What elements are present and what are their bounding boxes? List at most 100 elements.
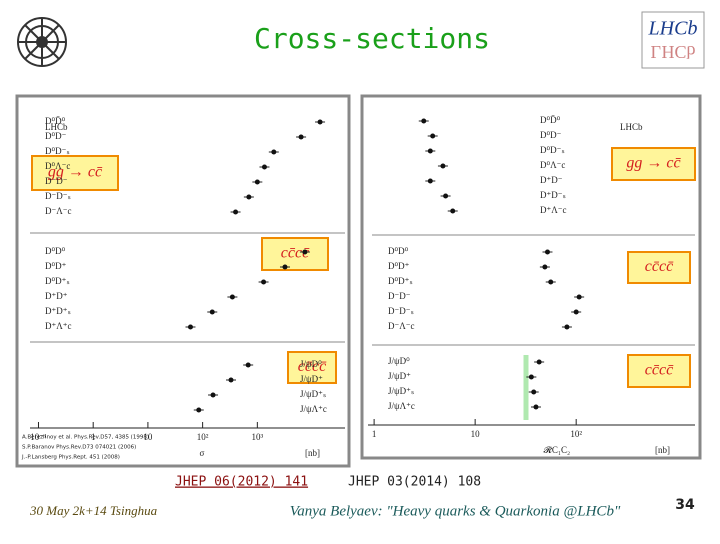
data-point xyxy=(261,164,267,170)
x-tick-label: 10⁻¹ xyxy=(30,432,47,442)
data-point xyxy=(187,324,193,330)
row-label: D⁰D⁺ xyxy=(388,261,410,271)
row-label: D⁻D⁻ₛ xyxy=(388,306,414,316)
row-label: D⁰D⁻ xyxy=(540,130,562,140)
data-point xyxy=(298,134,304,140)
data-point xyxy=(533,404,539,410)
row-label: J/ψΛ⁺c xyxy=(300,404,327,414)
row-label: J/ψD⁺ xyxy=(388,371,411,381)
data-point xyxy=(544,249,550,255)
data-point xyxy=(564,324,570,330)
data-point xyxy=(209,309,215,315)
data-point xyxy=(450,208,456,214)
reference: A.Berezhnoy et al. Phys.Rev.D57, 4385 (1… xyxy=(22,435,149,441)
row-label: D⁺D⁻ₛ xyxy=(540,190,566,200)
experiment-label: LHCb xyxy=(620,122,643,132)
journal-ref: JHEP 03(2014) 108 xyxy=(348,475,481,490)
x-tick-label: 10² xyxy=(197,432,209,442)
process-box xyxy=(611,147,696,181)
slide-title: Cross-sections xyxy=(254,22,490,55)
data-point xyxy=(245,362,251,368)
process-label: cc̄cc̄ xyxy=(281,245,310,262)
data-point xyxy=(531,389,537,395)
row-label: D⁺Λ⁺c xyxy=(45,321,72,331)
row-label: D⁻Λ⁻c xyxy=(388,321,415,331)
row-label: D⁺D⁻ xyxy=(540,175,563,185)
row-label: J/ψD⁰ xyxy=(388,356,410,366)
row-label: D⁺D⁺ₛ xyxy=(45,306,71,316)
footer-date: 30 May 2k+14 Tsinghua xyxy=(29,503,158,518)
experiment-label: LHCb xyxy=(45,122,68,132)
row-label: D⁻D⁻ₛ xyxy=(45,191,71,201)
data-point xyxy=(440,163,446,169)
process-box xyxy=(261,237,329,271)
data-point xyxy=(421,118,427,124)
process-box xyxy=(627,354,691,388)
process-label: cc̄cc̄ xyxy=(645,362,674,379)
row-label: D⁰Λ⁻c xyxy=(540,160,565,170)
row-label: D⁰D⁻ₛ xyxy=(540,145,565,155)
data-point xyxy=(228,377,234,383)
page-number: 34 xyxy=(675,497,695,513)
x-tick-label: 10² xyxy=(570,429,582,439)
data-point xyxy=(271,149,277,155)
row-label: D⁺D⁺ xyxy=(45,291,68,301)
process-box xyxy=(627,251,691,284)
data-point xyxy=(542,264,548,270)
data-point xyxy=(427,148,433,154)
row-label: D⁰Λ⁻c xyxy=(45,161,70,171)
process-label: cc̄cc̄ xyxy=(645,258,674,275)
row-label: J/ψD⁺ₛ xyxy=(388,386,414,396)
reference: J.-P.Lansberg Phys.Rept. 451 (2008) xyxy=(21,455,120,461)
lhcb-logo: LHCb LHCb xyxy=(641,11,705,69)
data-point xyxy=(528,374,534,380)
data-point xyxy=(548,279,554,285)
row-label: D⁺Λ⁻c xyxy=(540,205,567,215)
row-label: D⁰D⁺ xyxy=(45,261,67,271)
unit-label: [nb] xyxy=(655,445,670,455)
x-tick-label: 10 xyxy=(471,429,481,439)
left-figure-frame xyxy=(15,94,351,468)
data-point xyxy=(317,119,323,125)
process-label: cc̄cc̄ xyxy=(298,358,327,375)
row-label: D⁻D⁻ xyxy=(45,176,68,186)
x-tick-label: 10 xyxy=(143,432,153,442)
row-label: D⁰D⁻ xyxy=(45,131,67,141)
data-point xyxy=(282,264,288,270)
data-point xyxy=(233,209,239,215)
x-tick-label: 1 xyxy=(372,429,377,439)
process-label: gg → cc̄ xyxy=(626,155,680,172)
svg-text:LHCb: LHCb xyxy=(651,42,696,62)
row-label: J/ψD⁺ xyxy=(300,374,323,384)
data-point xyxy=(443,193,449,199)
row-label: D⁰D⁰ xyxy=(45,246,66,256)
data-point xyxy=(210,392,216,398)
x-axis-label: 𝓡C₁C₂ xyxy=(544,445,571,455)
data-point xyxy=(246,194,252,200)
data-point xyxy=(302,249,308,255)
data-point xyxy=(261,279,267,285)
row-label: D⁰D⁻ₛ xyxy=(45,146,70,156)
row-label: J/ψΛ⁺c xyxy=(388,401,415,411)
data-point xyxy=(573,309,579,315)
row-label: D⁰D̄⁰ xyxy=(540,115,561,125)
x-tick-label: 10³ xyxy=(251,432,263,442)
row-label: D⁰D⁺ₛ xyxy=(388,276,413,286)
data-point xyxy=(576,294,582,300)
reference: S.P.Baranov Phys.Rev.D73 074021 (2006) xyxy=(22,445,136,451)
row-label: D⁰D⁰ xyxy=(388,246,409,256)
journal-link[interactable]: JHEP 06(2012) 141 xyxy=(175,475,308,490)
data-point xyxy=(229,294,235,300)
row-label: J/ψD⁺ₛ xyxy=(300,389,326,399)
data-point xyxy=(427,178,433,184)
row-label: J/ψD⁰ xyxy=(300,359,322,369)
institute-logo xyxy=(17,17,67,67)
process-label: gg → cc̄ xyxy=(48,164,102,181)
row-label: D⁰D⁺ₛ xyxy=(45,276,70,286)
x-tick-label: 1 xyxy=(91,432,96,442)
process-box xyxy=(287,351,337,384)
footer-author: Vanya Belyaev: "Heavy quarks & Quarkonia… xyxy=(290,503,621,519)
x-axis-label: σ xyxy=(200,448,205,458)
data-point xyxy=(430,133,436,139)
